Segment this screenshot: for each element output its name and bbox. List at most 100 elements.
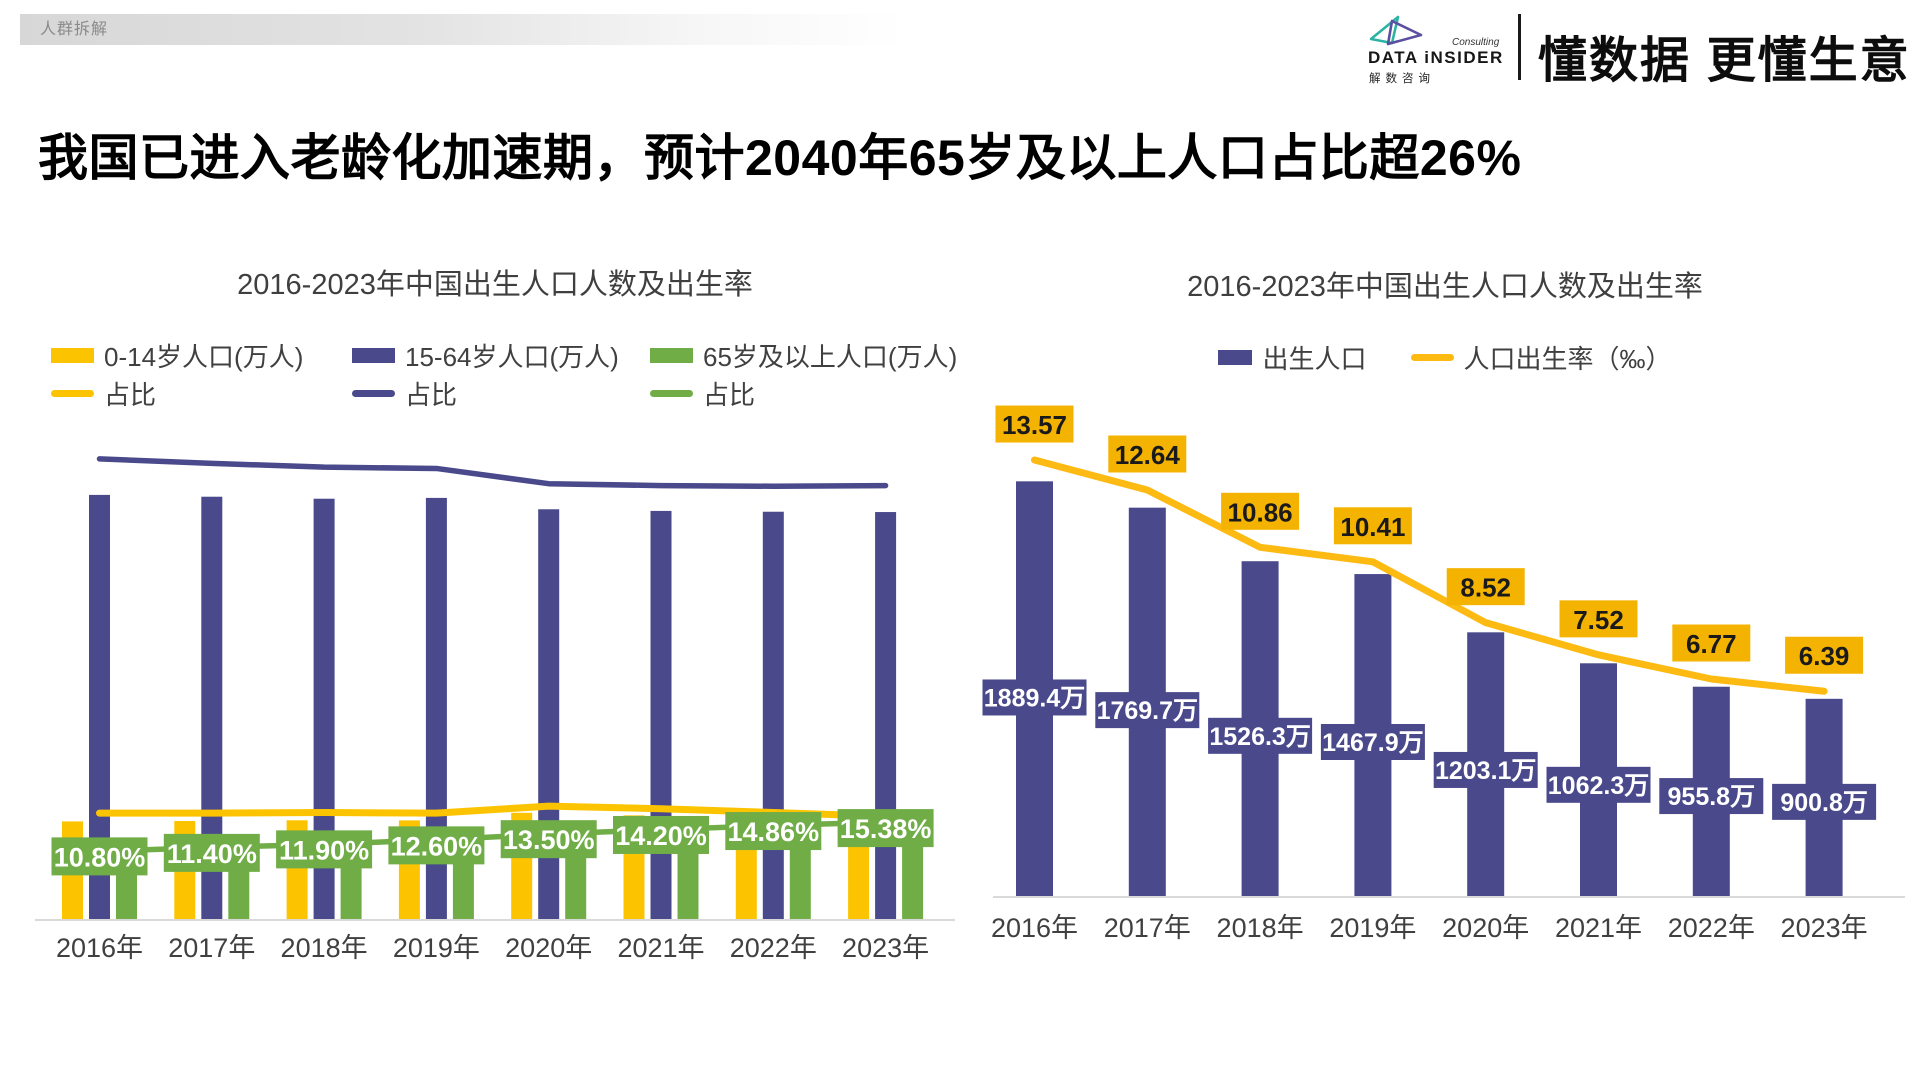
share-65plus-label-box	[276, 830, 373, 869]
share-65plus-label-text: 11.40%	[167, 839, 257, 869]
share-65plus-label-box	[500, 820, 597, 859]
population-structure-chart: 10.80% 11.40% 11.90% 12.60% 13.50% 14.20% 14.8…	[35, 456, 955, 963]
legend-item-15-64-bar: 15-64岁人口(万人)	[352, 336, 619, 374]
births-value-label-box	[1546, 766, 1651, 803]
legend-label: 人口出生率（‰）	[1463, 343, 1672, 374]
right-x-axis-label: 2018年	[1217, 913, 1304, 943]
right-chart-title: 2016-2023年中国出生人口人数及出生率	[1187, 271, 1703, 303]
birth-rate-label-text: 6.39	[1799, 641, 1850, 671]
birth-rate-label-text: 10.41	[1340, 512, 1405, 542]
share-65plus-label-text: 14.86%	[728, 817, 820, 847]
brand-slogan: 懂数据 更懂生意	[1538, 34, 1911, 88]
share-65plus-label-box	[388, 826, 485, 865]
left-x-axis-label: 2019年	[393, 933, 480, 963]
legend-swatch-rate-line	[1410, 353, 1454, 361]
share-65plus-label-box	[51, 837, 148, 876]
legend-item-birth-rate: 人口出生率（‰）	[1410, 340, 1672, 374]
bar-age-65plus	[565, 839, 587, 920]
line-birth-rate	[1031, 456, 1828, 695]
left-x-axis-label: 2021年	[617, 933, 704, 963]
left-x-axis-label: 2017年	[168, 933, 255, 963]
birth-rate-label-box	[995, 405, 1074, 443]
line-share-15-64	[96, 456, 889, 489]
birth-rate-label-text: 13.57	[1002, 410, 1067, 440]
share-65plus-label-text: 15.38%	[840, 814, 932, 844]
logo-brand-text: DATA iNSIDER	[1368, 48, 1504, 67]
left-legend-col-3: 65岁及以上人口(万人) 占比	[650, 336, 957, 412]
births-value-label-text: 1467.9万	[1322, 729, 1423, 757]
legend-label: 15-64岁人口(万人)	[405, 341, 619, 372]
birth-rate-label-text: 6.77	[1686, 629, 1737, 659]
births-value-label-box	[982, 679, 1087, 716]
left-x-axis-label: 2022年	[730, 933, 817, 963]
legend-label: 出生人口	[1262, 343, 1367, 374]
birth-rate-label-box	[1446, 568, 1525, 606]
birth-rate-label-box	[1559, 600, 1638, 638]
births-birth-rate-chart: 13.57 12.64 10.86 10.41 8.52 7.52 6.77 6.39 1889…	[982, 405, 1905, 943]
logo-chinese-name: 解数咨询	[1369, 73, 1435, 85]
page-title: 我国已进入老龄化加速期，预计2040年65岁及以上人口占比超26%	[38, 130, 1522, 186]
births-value-label-box	[1208, 717, 1313, 754]
right-x-axis-label: 2021年	[1555, 913, 1642, 943]
birth-rate-label-text: 7.52	[1573, 605, 1624, 635]
births-value-label-text: 1062.3万	[1548, 772, 1649, 800]
births-value-label-box	[1320, 723, 1425, 760]
share-65plus-label-text: 14.20%	[615, 821, 707, 851]
left-chart-title: 2016-2023年中国出生人口人数及出生率	[237, 269, 753, 301]
legend-swatch-yellow-line	[51, 389, 94, 397]
share-65plus-label-text: 13.50%	[503, 825, 595, 855]
legend-item-65plus-share-line: 占比	[650, 374, 957, 412]
bar-age-65plus	[789, 831, 811, 920]
legend-swatch-blue-bar	[352, 347, 395, 363]
births-value-label-box	[1095, 692, 1200, 729]
right-x-axis-label: 2019年	[1329, 913, 1416, 943]
right-x-axis-label: 2020年	[1442, 913, 1529, 943]
share-65plus-label-box	[837, 809, 934, 848]
legend-item-65plus-bar: 65岁及以上人口(万人)	[650, 336, 957, 374]
bar-age-65plus	[902, 828, 924, 920]
share-65plus-label-text: 10.80%	[54, 842, 146, 872]
section-tag-label: 人群拆解	[40, 21, 109, 38]
right-x-axis-label: 2016年	[991, 913, 1078, 943]
births-value-label-box	[1433, 751, 1538, 788]
legend-label: 占比	[104, 379, 157, 410]
legend-swatch-births-bar	[1218, 349, 1253, 365]
section-tag-bar: 人群拆解	[20, 14, 906, 45]
legend-item-0-14-bar: 0-14岁人口(万人)	[51, 336, 303, 374]
right-x-axis-label: 2023年	[1781, 913, 1868, 943]
left-x-axis-label: 2023年	[842, 933, 929, 963]
legend-label: 占比	[405, 379, 458, 410]
birth-rate-label-box	[1672, 624, 1751, 662]
legend-item-0-14-share-line: 占比	[51, 374, 303, 412]
right-x-axis-label: 2022年	[1668, 913, 1755, 943]
birth-rate-label-box	[1108, 435, 1187, 473]
line-share-0-14	[96, 802, 890, 820]
births-value-label-text: 1889.4万	[984, 684, 1085, 712]
logo-consulting-text: Consulting	[1452, 37, 1500, 48]
share-65plus-label-box	[163, 833, 260, 872]
legend-item-births: 出生人口	[1218, 340, 1367, 374]
birth-rate-label-box	[1333, 507, 1412, 545]
bar-age-15-64	[762, 511, 784, 920]
share-65plus-label-text: 11.90%	[279, 835, 369, 865]
births-value-label-text: 1203.1万	[1435, 757, 1536, 785]
legend-item-15-64-share-line: 占比	[352, 374, 619, 412]
legend-label: 65岁及以上人口(万人)	[703, 341, 958, 372]
left-legend-col-2: 15-64岁人口(万人) 占比	[352, 336, 619, 412]
legend-label: 0-14岁人口(万人)	[104, 341, 304, 372]
company-logo: Consulting DATA iNSIDER 解数咨询	[1368, 10, 1518, 90]
births-value-label-box	[1772, 783, 1877, 820]
legend-swatch-blue-line	[352, 389, 395, 397]
share-65plus-label-text: 12.60%	[391, 831, 483, 861]
births-value-label-text: 900.8万	[1780, 789, 1868, 817]
legend-swatch-yellow-bar	[51, 347, 94, 363]
left-x-axis-label: 2020年	[505, 933, 592, 963]
birth-rate-label-text: 8.52	[1460, 573, 1511, 603]
legend-swatch-green-bar	[650, 347, 693, 363]
births-value-label-text: 955.8万	[1668, 783, 1756, 811]
right-legend: 出生人口 人口出生率（‰）	[975, 340, 1915, 374]
left-x-axis-label: 2018年	[281, 933, 368, 963]
right-x-axis-label: 2017年	[1104, 913, 1191, 943]
births-value-label-box	[1659, 778, 1764, 815]
bar-age-15-64	[875, 512, 897, 920]
